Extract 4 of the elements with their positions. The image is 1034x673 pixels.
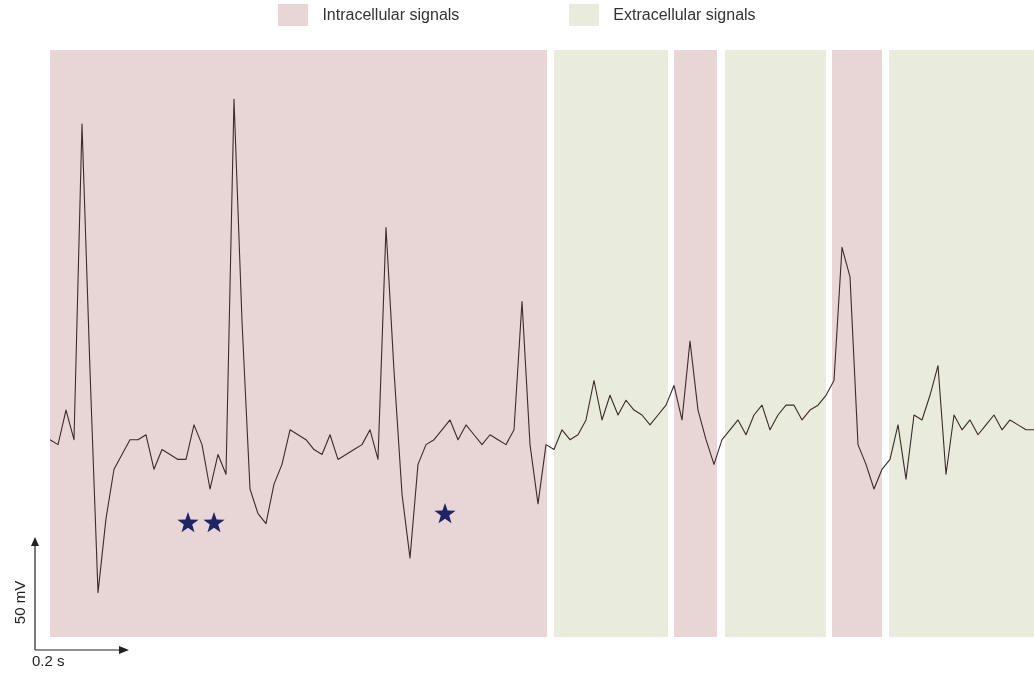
text: Extracellular signals: [613, 6, 756, 24]
text: Intracellular signals: [322, 6, 460, 24]
text: 0.2 s: [32, 652, 65, 669]
text: 50 mV: [11, 580, 29, 625]
